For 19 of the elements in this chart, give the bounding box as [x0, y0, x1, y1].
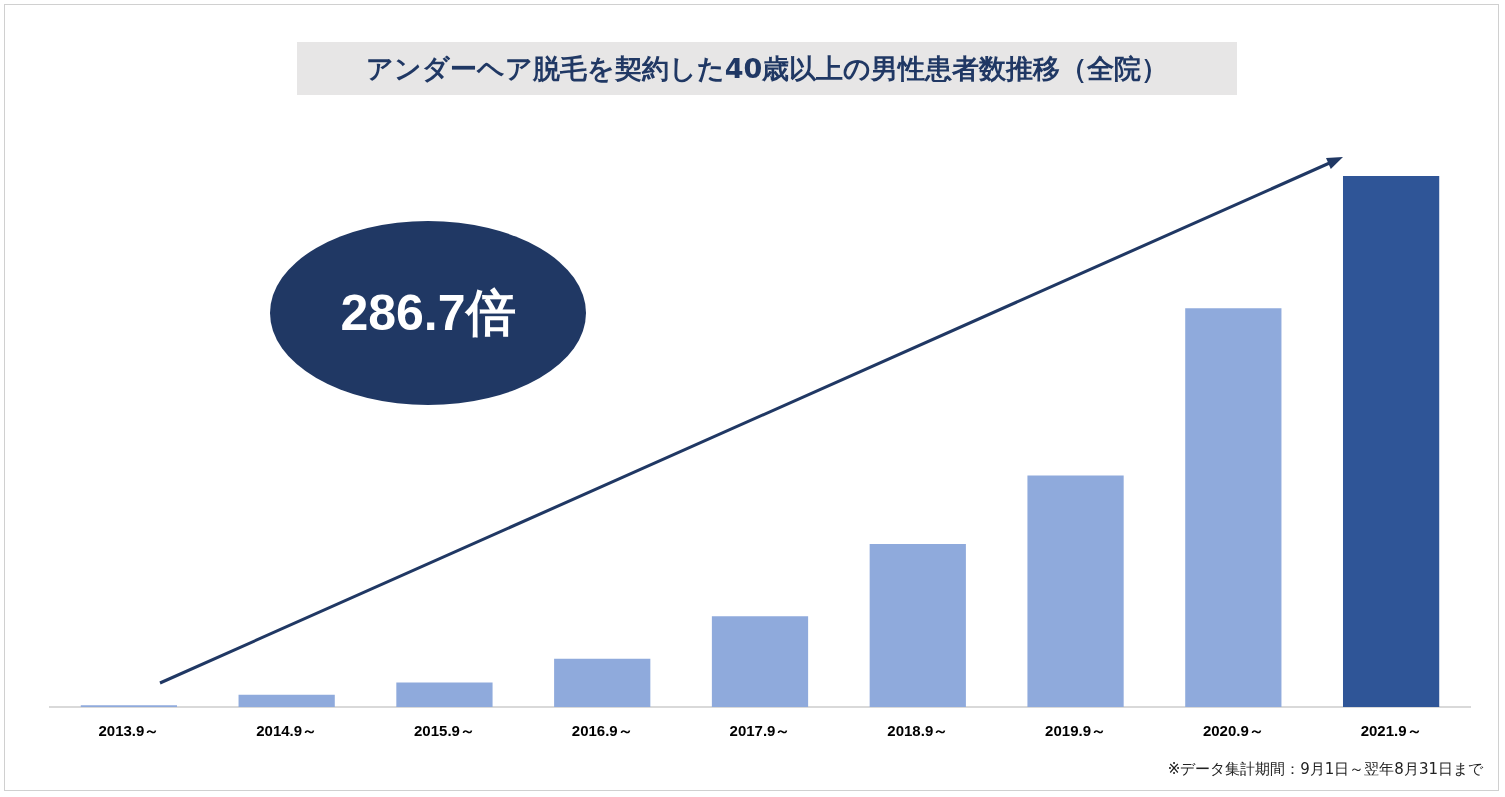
bar — [1342, 176, 1440, 707]
bar — [396, 682, 493, 707]
x-tick-label: 2018.9～ — [887, 722, 949, 740]
bar — [238, 694, 335, 707]
x-tick-label: 2017.9～ — [729, 722, 791, 740]
x-tick-label: 2020.9～ — [1202, 722, 1264, 740]
x-tick-label: 2015.9～ — [414, 722, 475, 740]
bar — [869, 543, 966, 707]
x-tick-label: 2013.9～ — [98, 722, 160, 740]
x-tick-label: 2021.9～ — [1360, 722, 1422, 740]
bar — [554, 658, 651, 707]
x-tick-label: 2016.9～ — [571, 722, 633, 740]
bar — [1027, 475, 1124, 707]
bar — [711, 616, 809, 707]
bar — [1185, 308, 1282, 707]
chart-title: アンダーヘア脱毛を契約した40歳以上の男性患者数推移（全院） — [297, 42, 1237, 95]
x-tick-label: 2019.9～ — [1045, 722, 1106, 740]
text: ※データ集計期間：9月1日～翌年8月31日まで — [1167, 760, 1483, 779]
x-tick-label: 2014.9～ — [256, 722, 318, 740]
